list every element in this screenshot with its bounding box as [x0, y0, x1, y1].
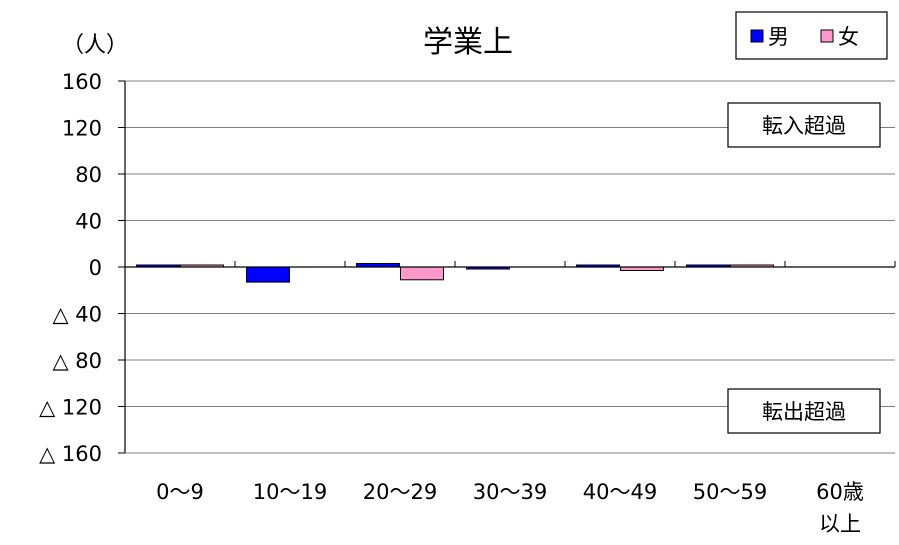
- y-tick-label: 160: [62, 70, 102, 94]
- y-tick-label: 40: [75, 210, 102, 234]
- y-tick-label: 80: [75, 163, 102, 187]
- annotation-transfer-in-label: 転入超過: [762, 114, 846, 138]
- x-tick-label: 10～19: [253, 480, 327, 504]
- x-tick-label: 0～9: [156, 480, 204, 504]
- y-tick-label: △ 80: [52, 349, 102, 373]
- annotation-transfer-in-box: [727, 102, 881, 148]
- y-tick-label: 120: [62, 117, 102, 141]
- y-tick-label: △ 120: [39, 396, 102, 420]
- y-unit-label: （人）: [62, 33, 128, 58]
- legend-swatch-female: [820, 29, 834, 43]
- y-tick-label: △ 160: [39, 442, 102, 466]
- x-tick-label: 40～49: [583, 480, 657, 504]
- bar: [246, 266, 290, 283]
- x-tick-label: 60歳以上: [816, 480, 864, 536]
- annotation-transfer-out: 転出超過: [727, 388, 881, 434]
- annotation-transfer-in: 転入超過: [727, 102, 881, 148]
- y-tick-label: △ 40: [52, 303, 102, 327]
- bar: [400, 266, 444, 281]
- x-tick-label: 50～59: [693, 480, 767, 504]
- legend-label-female: 女: [838, 25, 859, 49]
- annotation-transfer-out-box: [727, 388, 881, 434]
- chart-title: 学業上: [423, 25, 513, 60]
- legend-swatch-male: [750, 29, 764, 43]
- legend-label-male: 男: [768, 25, 789, 49]
- legend: 男 女: [735, 11, 888, 60]
- y-tick-label: 0: [89, 256, 102, 280]
- x-tick-label: 20～29: [363, 480, 437, 504]
- annotation-transfer-out-label: 転出超過: [762, 400, 846, 424]
- x-tick-label: 30～39: [473, 480, 547, 504]
